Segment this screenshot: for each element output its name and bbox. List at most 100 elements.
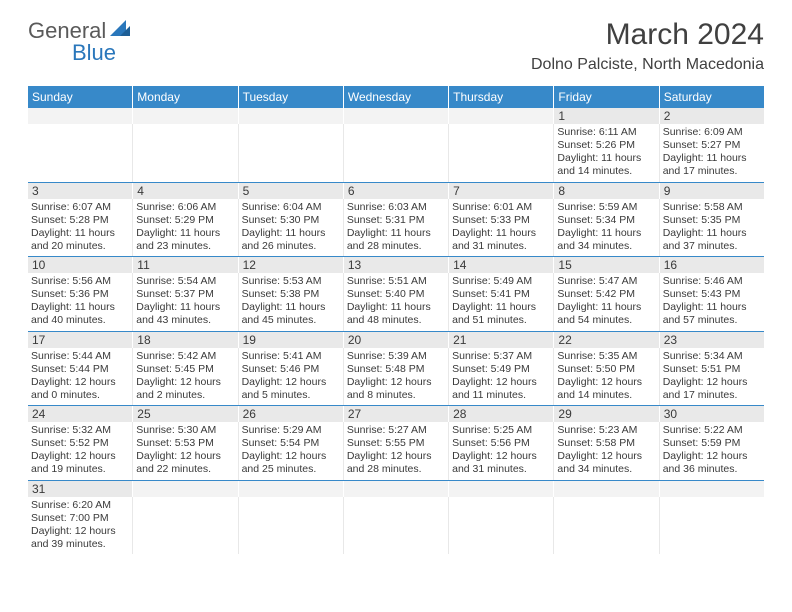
day-info-line: Daylight: 12 hours bbox=[347, 376, 445, 389]
day-info-line: and 5 minutes. bbox=[242, 389, 340, 402]
day-number bbox=[133, 481, 238, 497]
day-number: 5 bbox=[239, 183, 344, 199]
day-info-line: Sunset: 5:31 PM bbox=[347, 214, 445, 227]
day-info-line: Daylight: 11 hours bbox=[31, 301, 129, 314]
day-info-line: Sunrise: 5:47 AM bbox=[557, 275, 655, 288]
day-cell: Sunrise: 5:44 AMSunset: 5:44 PMDaylight:… bbox=[28, 348, 133, 406]
day-info-line: Sunset: 5:43 PM bbox=[663, 288, 761, 301]
day-cell bbox=[554, 497, 659, 555]
day-number: 3 bbox=[28, 183, 133, 199]
day-number-band: 24252627282930 bbox=[28, 406, 764, 422]
week-row: Sunrise: 5:32 AMSunset: 5:52 PMDaylight:… bbox=[28, 422, 764, 481]
location-label: Dolno Palciste, North Macedonia bbox=[531, 56, 764, 74]
day-cell bbox=[449, 497, 554, 555]
day-info-line: Sunrise: 5:44 AM bbox=[31, 350, 129, 363]
day-number: 2 bbox=[660, 108, 764, 124]
day-info: Sunrise: 5:42 AMSunset: 5:45 PMDaylight:… bbox=[136, 350, 234, 403]
day-info: Sunrise: 5:59 AMSunset: 5:34 PMDaylight:… bbox=[557, 201, 655, 254]
day-info-line: Sunrise: 5:59 AM bbox=[557, 201, 655, 214]
day-info-line: Sunset: 5:59 PM bbox=[663, 437, 761, 450]
day-info-line: and 11 minutes. bbox=[452, 389, 550, 402]
day-info-line: Sunrise: 5:34 AM bbox=[663, 350, 761, 363]
day-header-cell: Thursday bbox=[449, 86, 554, 108]
day-info-line: Daylight: 12 hours bbox=[663, 376, 761, 389]
day-info-line: Sunrise: 5:54 AM bbox=[136, 275, 234, 288]
day-info-line: Sunrise: 5:23 AM bbox=[557, 424, 655, 437]
day-cell: Sunrise: 5:25 AMSunset: 5:56 PMDaylight:… bbox=[449, 422, 554, 480]
day-info-line: Sunrise: 6:06 AM bbox=[136, 201, 234, 214]
day-info-line: Sunrise: 5:53 AM bbox=[242, 275, 340, 288]
day-info: Sunrise: 6:06 AMSunset: 5:29 PMDaylight:… bbox=[136, 201, 234, 254]
day-info-line: Sunrise: 6:11 AM bbox=[557, 126, 655, 139]
day-info-line: Sunrise: 6:03 AM bbox=[347, 201, 445, 214]
day-cell bbox=[344, 124, 449, 182]
day-info: Sunrise: 6:20 AMSunset: 7:00 PMDaylight:… bbox=[31, 499, 129, 552]
day-info-line: Daylight: 11 hours bbox=[31, 227, 129, 240]
day-info-line: Daylight: 12 hours bbox=[31, 525, 129, 538]
day-info-line: Sunset: 5:55 PM bbox=[347, 437, 445, 450]
day-info-line: and 17 minutes. bbox=[663, 389, 761, 402]
day-cell: Sunrise: 5:46 AMSunset: 5:43 PMDaylight:… bbox=[660, 273, 764, 331]
day-info-line: Sunrise: 5:27 AM bbox=[347, 424, 445, 437]
day-info-line: Sunset: 5:26 PM bbox=[557, 139, 655, 152]
weeks-container: 12Sunrise: 6:11 AMSunset: 5:26 PMDayligh… bbox=[28, 108, 764, 554]
day-number: 19 bbox=[239, 332, 344, 348]
day-info-line: Daylight: 11 hours bbox=[242, 301, 340, 314]
day-number: 26 bbox=[239, 406, 344, 422]
day-number bbox=[133, 108, 238, 124]
brand-logo: General Blue bbox=[28, 18, 132, 44]
day-info: Sunrise: 5:58 AMSunset: 5:35 PMDaylight:… bbox=[663, 201, 761, 254]
day-info-line: Sunrise: 5:39 AM bbox=[347, 350, 445, 363]
day-info-line: Sunrise: 6:01 AM bbox=[452, 201, 550, 214]
day-info-line: Daylight: 12 hours bbox=[557, 450, 655, 463]
day-info-line: Sunset: 5:40 PM bbox=[347, 288, 445, 301]
day-number: 17 bbox=[28, 332, 133, 348]
day-info-line: and 17 minutes. bbox=[663, 165, 761, 178]
day-info-line: Sunset: 5:44 PM bbox=[31, 363, 129, 376]
day-info: Sunrise: 5:53 AMSunset: 5:38 PMDaylight:… bbox=[242, 275, 340, 328]
day-number: 4 bbox=[133, 183, 238, 199]
day-cell: Sunrise: 5:34 AMSunset: 5:51 PMDaylight:… bbox=[660, 348, 764, 406]
day-info-line: Sunrise: 5:56 AM bbox=[31, 275, 129, 288]
week-row: Sunrise: 6:11 AMSunset: 5:26 PM Daylight:… bbox=[28, 124, 764, 183]
day-number: 6 bbox=[344, 183, 449, 199]
day-info-line: Sunset: 5:53 PM bbox=[136, 437, 234, 450]
day-info-line: Sunset: 5:52 PM bbox=[31, 437, 129, 450]
day-info-line: Sunrise: 5:25 AM bbox=[452, 424, 550, 437]
day-number bbox=[28, 108, 133, 124]
day-number: 9 bbox=[660, 183, 764, 199]
day-info: Sunrise: 5:25 AMSunset: 5:56 PMDaylight:… bbox=[452, 424, 550, 477]
day-info: Sunrise: 5:47 AMSunset: 5:42 PMDaylight:… bbox=[557, 275, 655, 328]
day-cell bbox=[239, 497, 344, 555]
day-info-line: Sunset: 5:51 PM bbox=[663, 363, 761, 376]
day-cell bbox=[133, 124, 238, 182]
day-cell bbox=[133, 497, 238, 555]
day-info-line: Sunrise: 5:37 AM bbox=[452, 350, 550, 363]
day-info-line: Sunrise: 5:41 AM bbox=[242, 350, 340, 363]
day-info-line: Daylight: 11 hours bbox=[663, 152, 761, 165]
day-info-line: and 34 minutes. bbox=[557, 463, 655, 476]
day-info-line: and 14 minutes. bbox=[557, 389, 655, 402]
day-info-line: Daylight: 12 hours bbox=[242, 376, 340, 389]
day-info: Sunrise: 5:34 AMSunset: 5:51 PMDaylight:… bbox=[663, 350, 761, 403]
day-info-line: Sunset: 5:58 PM bbox=[557, 437, 655, 450]
day-info-line: Sunset: 5:37 PM bbox=[136, 288, 234, 301]
day-info-line: Daylight: 12 hours bbox=[31, 376, 129, 389]
day-cell: Sunrise: 6:01 AMSunset: 5:33 PMDaylight:… bbox=[449, 199, 554, 257]
day-cell: Sunrise: 5:59 AMSunset: 5:34 PMDaylight:… bbox=[554, 199, 659, 257]
day-number: 29 bbox=[554, 406, 659, 422]
day-info-line: and 51 minutes. bbox=[452, 314, 550, 327]
day-info-line: Sunset: 7:00 PM bbox=[31, 512, 129, 525]
day-info-line: Sunset: 5:54 PM bbox=[242, 437, 340, 450]
day-cell: Sunrise: 6:03 AMSunset: 5:31 PMDaylight:… bbox=[344, 199, 449, 257]
day-info-line: Sunset: 5:28 PM bbox=[31, 214, 129, 227]
day-cell: Sunrise: 5:39 AMSunset: 5:48 PMDaylight:… bbox=[344, 348, 449, 406]
day-info-line: Sunset: 5:48 PM bbox=[347, 363, 445, 376]
day-info-line: Sunset: 5:46 PM bbox=[242, 363, 340, 376]
day-number: 22 bbox=[554, 332, 659, 348]
day-info-line: and 37 minutes. bbox=[663, 240, 761, 253]
day-info-line: and 45 minutes. bbox=[242, 314, 340, 327]
day-number: 11 bbox=[133, 257, 238, 273]
day-info-line: Daylight: 12 hours bbox=[452, 376, 550, 389]
day-number: 8 bbox=[554, 183, 659, 199]
